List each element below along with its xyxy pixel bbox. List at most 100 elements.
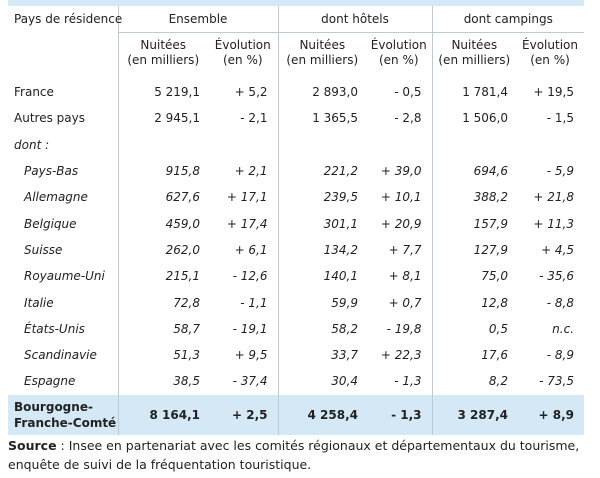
row-label: Italie bbox=[24, 295, 54, 310]
row-label: France bbox=[14, 85, 54, 100]
nights-cell: 33,7 bbox=[277, 341, 367, 369]
evolution-cell: + 2,1 bbox=[234, 164, 268, 179]
evolution-header: Évolution (en %) bbox=[522, 38, 578, 67]
evolution-cell bbox=[366, 132, 432, 158]
nights-cell: 59,9 bbox=[277, 289, 367, 316]
evolution-cell: + 9,5 bbox=[234, 348, 268, 363]
evolution-cell: - 5,9 bbox=[546, 164, 575, 179]
evolution-cell: - 73,5 bbox=[539, 374, 575, 389]
nights-table: Pays de résidence Ensemble dont hôtels d… bbox=[8, 6, 585, 435]
evolution-cell: - 0,5 bbox=[394, 85, 422, 100]
evolution-cell: + 39,0 bbox=[380, 164, 422, 179]
evolution-cell: - 19,1 bbox=[232, 321, 268, 336]
evolution-cell bbox=[516, 132, 584, 158]
row-label: Suisse bbox=[24, 242, 63, 257]
table-row: dont : bbox=[8, 131, 584, 158]
total-evolution-cell: - 1,3 bbox=[366, 394, 433, 435]
header-sub-row: Nuitées (en milliers) Évolution (en %) Nui… bbox=[8, 32, 584, 73]
row-label: Royaume-Uni bbox=[24, 269, 105, 284]
total-label: Bourgogne- Franche-Comté bbox=[8, 394, 118, 435]
evolution-cell: + 21,8 bbox=[533, 190, 575, 205]
nights-cell: 51,3 bbox=[117, 341, 208, 369]
nights-cell: 30,4 bbox=[277, 368, 367, 395]
country-column-header: Pays de résidence bbox=[14, 12, 123, 26]
nights-cell: 72,8 bbox=[117, 289, 208, 316]
evolution-cell: + 6,1 bbox=[234, 242, 268, 257]
nights-cell: 459,0 bbox=[117, 210, 208, 237]
nights-header: Nuitées (en milliers) bbox=[277, 32, 367, 73]
nights-cell: 58,2 bbox=[277, 315, 367, 342]
evolution-cell: + 17,4 bbox=[226, 216, 268, 231]
evolution-cell: - 1,5 bbox=[546, 111, 575, 126]
nights-cell: 127,9 bbox=[431, 236, 517, 264]
nights-cell: 12,8 bbox=[431, 289, 517, 316]
evolution-cell: + 17,1 bbox=[226, 190, 268, 205]
nights-cell: 1 365,5 bbox=[277, 105, 367, 132]
spacer-row bbox=[8, 73, 584, 79]
evolution-cell: + 4,5 bbox=[541, 242, 575, 257]
table-row: Italie 72,8 - 1,1 59,9 + 0,7 12,8 - 8,8 bbox=[8, 289, 584, 316]
row-label: Scandinavie bbox=[24, 348, 97, 363]
table-row: États-Unis 58,7 - 19,1 58,2 - 19,8 0,5 n.c. bbox=[8, 315, 584, 342]
total-evolution-cell: + 8,9 bbox=[516, 394, 585, 435]
evolution-cell: n.c. bbox=[552, 321, 575, 336]
nights-cell: 134,2 bbox=[277, 236, 367, 264]
evolution-cell: + 22,3 bbox=[380, 348, 422, 363]
nights-cell: 38,5 bbox=[117, 368, 208, 395]
evolution-header: Évolution (en %) bbox=[214, 38, 271, 67]
nights-header: Nuitées (en milliers) bbox=[117, 32, 208, 73]
nights-cell: 262,0 bbox=[117, 236, 208, 264]
row-label: dont : bbox=[14, 137, 50, 152]
nights-cell: 2 945,1 bbox=[117, 105, 208, 132]
header-group-row: Pays de résidence Ensemble dont hôtels d… bbox=[8, 6, 585, 33]
table-row: Pays-Bas 915,8 + 2,1 221,2 + 39,0 694,6 - 5,9 bbox=[8, 157, 584, 185]
group-campings: dont campings bbox=[431, 6, 585, 33]
nights-cell: 5 219,1 bbox=[117, 79, 208, 106]
row-label: Pays-Bas bbox=[24, 164, 79, 179]
evolution-cell bbox=[208, 132, 278, 158]
evolution-cell: + 0,7 bbox=[388, 295, 422, 310]
nights-cell: 8,2 bbox=[431, 368, 517, 395]
table-row: Royaume-Uni 215,1 - 12,6 140,1 + 8,1 75,0 - 35… bbox=[8, 263, 584, 290]
evolution-cell: + 11,3 bbox=[533, 216, 575, 231]
row-label: Allemagne bbox=[24, 190, 88, 205]
nights-cell: 239,5 bbox=[277, 184, 367, 211]
evolution-cell: - 19,8 bbox=[386, 321, 422, 336]
nights-cell: 75,0 bbox=[431, 263, 517, 290]
source-label: Source bbox=[8, 438, 57, 453]
evolution-cell: - 8,8 bbox=[546, 295, 575, 310]
evolution-cell: - 8,9 bbox=[546, 348, 575, 363]
nights-cell bbox=[277, 131, 367, 158]
nights-cell bbox=[117, 131, 208, 158]
evolution-cell: + 19,5 bbox=[533, 85, 575, 100]
table-row: France 5 219,1 + 5,2 2 893,0 - 0,5 1 781,4 + 1… bbox=[8, 79, 584, 106]
nights-cell: 215,1 bbox=[117, 263, 208, 290]
evolution-cell: - 37,4 bbox=[232, 374, 268, 389]
evolution-cell: - 12,6 bbox=[232, 269, 268, 284]
total-evolution-cell: + 2,5 bbox=[208, 394, 279, 435]
evolution-cell: - 1,3 bbox=[394, 374, 422, 389]
table-row: Belgique 459,0 + 17,4 301,1 + 20,9 157,9 + 11,… bbox=[8, 210, 584, 237]
nights-cell: 1 781,4 bbox=[431, 79, 517, 106]
row-label: Autres pays bbox=[14, 111, 85, 126]
evolution-cell: + 8,1 bbox=[388, 269, 422, 284]
nights-cell: 140,1 bbox=[277, 263, 367, 290]
nights-cell: 221,2 bbox=[277, 157, 367, 185]
header-band bbox=[8, 0, 584, 6]
total-nights-cell: 3 287,4 bbox=[431, 394, 517, 435]
evolution-cell: + 5,2 bbox=[234, 85, 268, 100]
table-row: Scandinavie 51,3 + 9,5 33,7 + 22,3 17,6 - 8,9 bbox=[8, 341, 584, 369]
source-text: : Insee en partenariat avec les comités … bbox=[8, 438, 580, 472]
nights-cell: 0,5 bbox=[431, 315, 517, 342]
evolution-cell: - 2,8 bbox=[394, 111, 422, 126]
evolution-header: Évolution (en %) bbox=[370, 38, 427, 67]
nights-cell: 2 893,0 bbox=[277, 79, 367, 106]
nights-header: Nuitées (en milliers) bbox=[431, 32, 517, 73]
nights-cell: 915,8 bbox=[117, 157, 208, 185]
source-note: Source : Insee en partenariat avec les c… bbox=[8, 436, 588, 474]
nights-cell: 17,6 bbox=[431, 341, 517, 369]
row-label: Espagne bbox=[24, 374, 76, 389]
nights-cell bbox=[431, 131, 517, 158]
table-row: Suisse 262,0 + 6,1 134,2 + 7,7 127,9 + 4,5 bbox=[8, 236, 584, 264]
